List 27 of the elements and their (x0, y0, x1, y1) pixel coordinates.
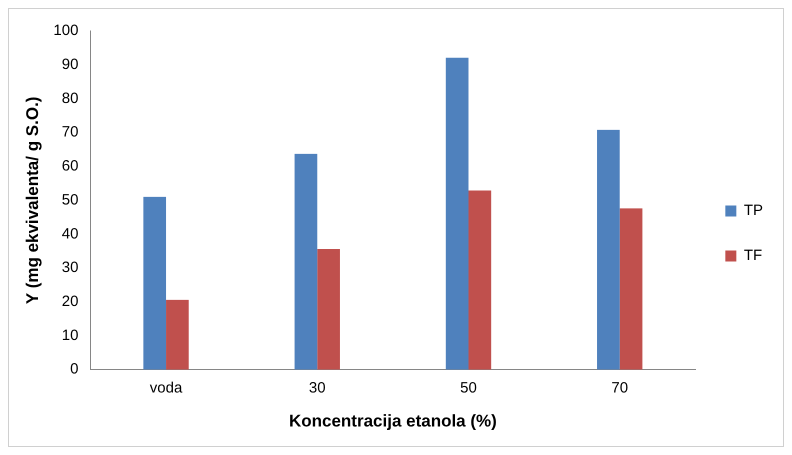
x-tick-label: 30 (308, 380, 326, 397)
y-tick-label: 50 (62, 191, 78, 208)
x-axis-title: Koncentracija etanola (%) (288, 411, 497, 430)
bar (294, 154, 318, 370)
y-tick-label: 70 (62, 124, 78, 141)
y-tick-label: 40 (62, 225, 78, 242)
x-tick-label: 50 (460, 380, 477, 397)
x-tick-label: voda (150, 380, 183, 397)
y-tick-label: 0 (70, 360, 78, 378)
bar (468, 190, 492, 370)
bar (597, 130, 620, 370)
bar (620, 208, 642, 370)
bar (317, 249, 340, 370)
y-tick-label: 30 (62, 259, 78, 276)
y-tick-label: 90 (62, 56, 78, 73)
legend-label: TP (744, 202, 764, 220)
y-tick-label: 100 (53, 22, 78, 40)
bar (166, 300, 189, 370)
bar (143, 196, 166, 370)
y-tick-label: 10 (62, 326, 78, 344)
x-tick-label: 70 (611, 380, 628, 397)
y-tick-label: 20 (62, 293, 78, 310)
legend-label: TF (744, 247, 762, 264)
y-axis-title: Y (mg ekvivalenta/ g S.O.) (22, 96, 42, 304)
y-tick-label: 60 (62, 158, 78, 175)
y-tick-label: 80 (62, 90, 78, 107)
bar (446, 58, 468, 370)
